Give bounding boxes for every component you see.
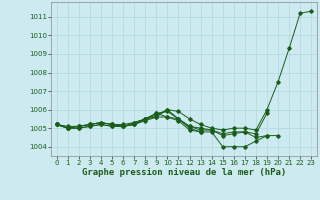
X-axis label: Graphe pression niveau de la mer (hPa): Graphe pression niveau de la mer (hPa) <box>82 168 286 177</box>
